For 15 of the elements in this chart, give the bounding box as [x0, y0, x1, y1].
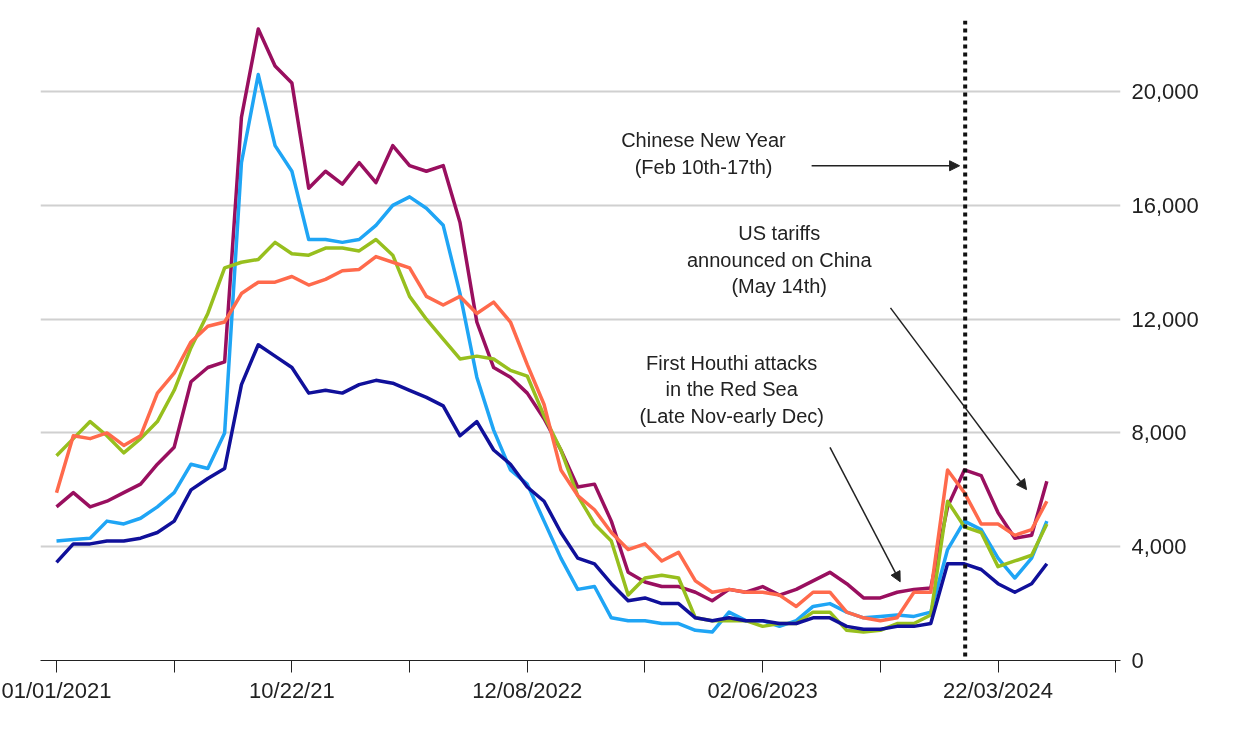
- y-tick-label: 8,000: [1131, 420, 1187, 446]
- annotation: Chinese New Year (Feb 10th-17th): [621, 129, 787, 178]
- x-tick-label: 12/08/2022: [472, 677, 583, 703]
- x-tick-label: 10/22/21: [249, 677, 335, 703]
- x-tick-label: 02/06/2023: [707, 677, 818, 703]
- y-tick-label: 16,000: [1131, 192, 1199, 218]
- annotation: First Houthi attacks in the Red Sea (Late Nov-early Dec): [639, 351, 824, 427]
- x-tick-label: 01/01/2021: [1, 677, 112, 703]
- y-tick-label: 20,000: [1131, 79, 1199, 105]
- y-tick-label: 4,000: [1131, 534, 1187, 560]
- y-tick-label: 12,000: [1131, 306, 1199, 332]
- line-series: [54, 343, 1049, 631]
- x-tick-label: 22/03/2024: [942, 677, 1054, 703]
- y-tick-label: 0: [1131, 648, 1144, 673]
- annotation: US tariffs announced on China (May 14th): [686, 222, 873, 298]
